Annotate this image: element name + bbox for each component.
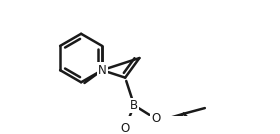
Text: B: B: [130, 99, 138, 112]
Text: N: N: [98, 64, 106, 77]
Text: O: O: [120, 122, 129, 134]
Text: O: O: [151, 112, 160, 125]
